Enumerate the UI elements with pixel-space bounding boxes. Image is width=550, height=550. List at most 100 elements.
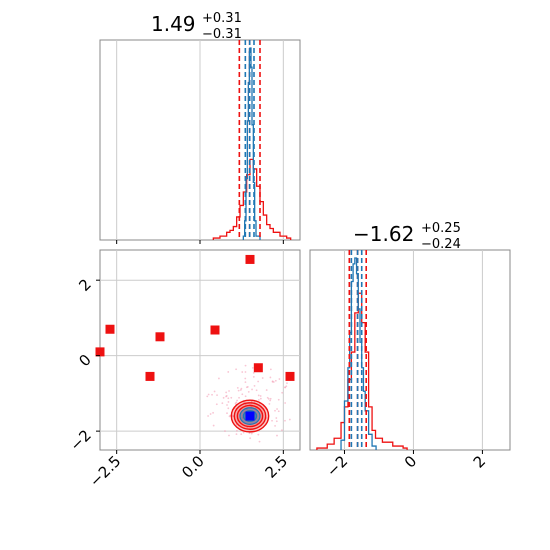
sample-dot <box>227 397 230 400</box>
sample-dot <box>255 389 258 392</box>
sample-dot <box>258 440 261 443</box>
sample-dot <box>246 426 249 429</box>
sample-dot <box>252 375 255 378</box>
sample-dot <box>257 394 260 397</box>
sample-dot <box>242 431 245 434</box>
scatter-point-red <box>245 254 255 264</box>
hist1-title-plus: +0.31 <box>202 11 242 26</box>
scatter-x-ticks: −2.5 0.0 2.5 <box>86 450 291 491</box>
sample-dot <box>227 407 230 410</box>
sample-dot <box>271 381 274 383</box>
sample-dot <box>230 396 233 399</box>
sample-dot <box>251 366 254 369</box>
sample-dot <box>250 432 253 435</box>
sample-dot <box>281 429 283 432</box>
scatter-y-tick-label: 0 <box>75 351 94 370</box>
sample-dot <box>257 380 260 383</box>
hist1-title-median: 1.49 <box>151 12 196 36</box>
panel-hist-param-2: −2 0 2 −1.62 +0.25 −0.24 <box>309 221 511 480</box>
scatter-point-red <box>155 332 165 342</box>
sample-dot <box>288 418 291 421</box>
hist2-x-tick-label: 2 <box>470 452 489 471</box>
panel-scatter-2d: −2.5 0.0 2.5 −2 0 2 <box>66 249 301 491</box>
sample-dot <box>224 430 226 432</box>
sample-dot <box>248 432 251 435</box>
sample-dot <box>257 398 260 401</box>
sample-dot <box>281 391 284 394</box>
hist2-title: −1.62 +0.25 −0.24 <box>353 221 461 252</box>
hist2-title-minus: −0.24 <box>421 237 461 252</box>
sample-dot <box>268 403 271 405</box>
sample-dot <box>207 415 209 417</box>
sample-dot <box>253 384 256 387</box>
scatter-point-red <box>145 371 155 381</box>
scatter-y-ticks: −2 0 2 <box>66 275 100 455</box>
hist2-frame <box>309 249 511 451</box>
sample-dot <box>277 398 280 401</box>
sample-dot <box>227 401 230 403</box>
scatter-points <box>95 254 295 421</box>
sample-dot <box>267 397 270 400</box>
sample-dot <box>244 395 247 398</box>
sample-dot <box>276 434 278 437</box>
sample-dot <box>271 419 273 422</box>
sample-dot <box>240 433 243 436</box>
sample-dot <box>278 378 281 380</box>
sample-dot <box>207 393 210 396</box>
hist1-grid <box>116 40 284 240</box>
sample-dot <box>213 390 216 393</box>
sample-dot <box>237 389 240 392</box>
sample-dot <box>211 393 213 396</box>
scatter-y-tick-label: −2 <box>66 426 94 454</box>
sample-dot <box>244 381 247 384</box>
sample-dot <box>245 386 248 389</box>
hist2-title-plus: +0.25 <box>421 221 461 236</box>
hist-series-0 <box>212 158 292 240</box>
sample-dot <box>228 434 230 437</box>
sample-dot <box>259 397 262 400</box>
sample-dot <box>284 419 286 422</box>
sample-dot <box>274 379 277 382</box>
sample-dot <box>269 397 272 400</box>
sample-dot <box>209 413 212 415</box>
scatter-point-blue <box>245 411 255 421</box>
hist1-title-minus: −0.31 <box>202 27 242 42</box>
sample-dot <box>206 395 209 398</box>
sample-dot <box>252 371 255 374</box>
hist2-series <box>316 257 408 450</box>
scatter-x-tick-label: 2.5 <box>262 452 292 482</box>
sample-dot <box>212 424 215 427</box>
sample-dot <box>216 394 218 397</box>
hist-series-1 <box>340 257 377 450</box>
sample-dot <box>284 386 287 389</box>
sample-dot <box>275 417 278 419</box>
sample-dot <box>269 376 272 379</box>
sample-dot <box>249 437 252 440</box>
scatter-point-red <box>105 324 115 334</box>
sample-dot <box>228 415 231 418</box>
sample-dot <box>257 433 260 436</box>
sample-dot <box>218 377 220 380</box>
sample-dot <box>265 389 268 391</box>
scatter-point-red <box>210 325 220 335</box>
sample-dot <box>244 364 247 367</box>
sample-dot <box>215 403 218 406</box>
scatter-point-red <box>285 371 295 381</box>
sample-dot <box>226 404 228 406</box>
sample-dot <box>234 402 237 405</box>
sample-dot <box>235 433 238 435</box>
sample-dot <box>275 420 278 423</box>
sample-dot <box>251 388 253 391</box>
panel-hist-param-1: 1.49 +0.31 −0.31 <box>99 11 301 241</box>
sample-dot <box>261 377 264 379</box>
sample-dot <box>225 395 228 397</box>
sample-dot <box>225 391 228 394</box>
sample-dot <box>221 402 224 405</box>
hist1-quantiles <box>238 40 261 240</box>
sample-dot <box>244 371 247 373</box>
sample-dot <box>236 387 239 389</box>
sample-dot <box>222 396 225 399</box>
scatter-grid <box>100 250 300 450</box>
sample-dot <box>239 389 242 391</box>
hist1-title: 1.49 +0.31 −0.31 <box>151 11 242 42</box>
